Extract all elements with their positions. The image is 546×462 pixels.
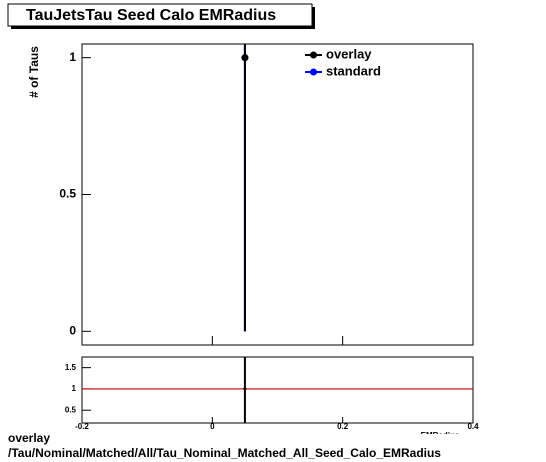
- legend-marker: [310, 68, 317, 76]
- legend-label: overlay: [326, 46, 372, 61]
- data-point: [241, 54, 249, 62]
- y-tick-label: 1: [72, 384, 77, 393]
- y-tick-label: 0: [69, 323, 76, 337]
- y-tick-label: 1.5: [65, 363, 77, 372]
- title-box: [7, 3, 313, 27]
- y-tick-label: 0.5: [59, 187, 76, 201]
- main-frame: [81, 43, 474, 346]
- ratio-point: [243, 387, 247, 391]
- x-tick-label: 0: [210, 422, 215, 431]
- label-cover: [400, 434, 480, 444]
- legend-marker: [310, 51, 317, 59]
- legend-label: standard: [326, 63, 381, 78]
- footer-line1: overlay: [8, 431, 50, 445]
- y-axis-label: # of Taus: [27, 46, 41, 98]
- x-tick-label: -0.2: [75, 422, 89, 431]
- x-tick-label: 0.4: [467, 422, 479, 431]
- title: TauJetsTau Seed Calo EMRadius: [26, 7, 276, 24]
- footer-line2: /Tau/Nominal/Matched/All/Tau_Nominal_Mat…: [8, 446, 441, 460]
- ratio-frame: [81, 356, 474, 424]
- x-tick-label: 0.2: [337, 422, 349, 431]
- y-tick-label: 0.5: [65, 405, 77, 414]
- y-tick-label: 1: [69, 50, 76, 64]
